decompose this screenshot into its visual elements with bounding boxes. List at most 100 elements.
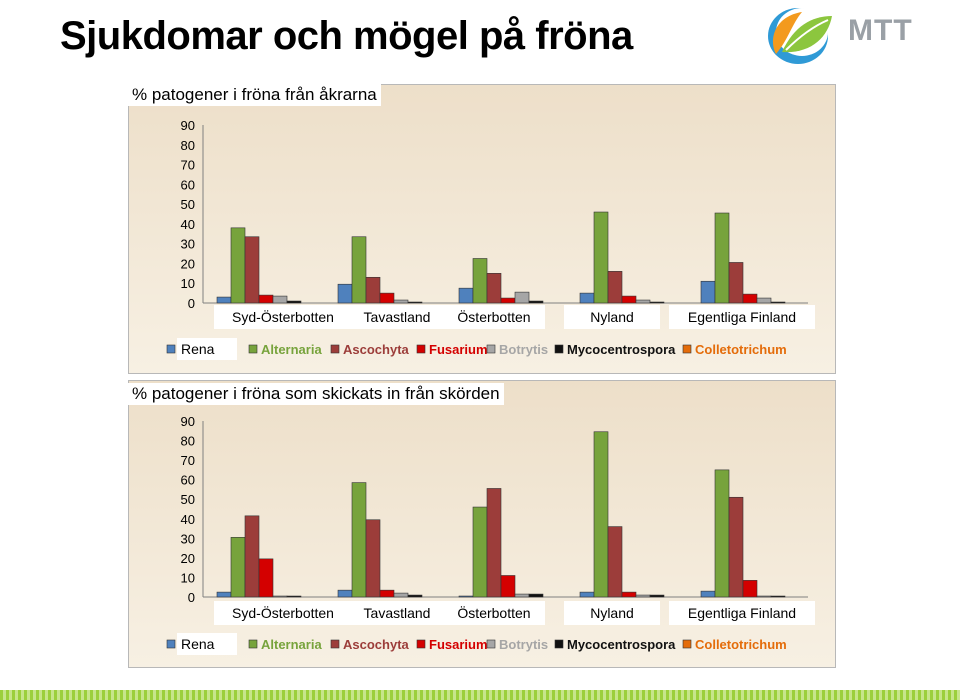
bar-fusarium [500,297,516,304]
bar-ascochyta [728,496,744,598]
legend-label: Alternaria [261,637,322,652]
bar-alternaria [593,431,609,598]
category-label: Österbotten [457,308,530,325]
category-label-box [564,305,660,329]
y-tick-label: 70 [181,158,195,173]
bar-ascochyta [244,236,260,304]
legend-box [177,338,237,360]
leaf-swoosh-icon [768,8,832,64]
category-label-box [214,305,352,329]
bar-mycocentrospora [770,301,786,304]
category-label: Syd-Österbotten [232,308,334,325]
y-tick-label: 80 [181,434,195,449]
category-label-box [214,601,352,625]
bar-fusarium [258,294,274,304]
bar-botrytis [393,299,409,304]
bar-rena [579,292,595,304]
category-label: Egentliga Finland [688,605,796,621]
bar-chart-fields: 0 10 20 30 40 50 60 70 80 90 Syd-Österbotten Tavast… [166,118,815,360]
bar-rena [216,591,232,598]
chart-title-fields: % patogener i fröna från åkrarna [128,84,381,106]
category-label-box [443,305,545,329]
legend-label: Fusarium [429,342,488,357]
legend-label: Rena [181,341,215,357]
bar-botrytis [514,593,530,598]
footer-stripe [0,690,960,700]
y-tick-label: 40 [181,512,195,527]
bar-botrytis [756,297,772,304]
bar-ascochyta [486,488,502,598]
legend-swatch [416,639,426,649]
category-label-box [338,601,456,625]
bar-ascochyta [365,276,381,304]
bar-botrytis [635,594,651,598]
category-label: Syd-Österbotten [232,604,334,621]
chart-panel-fields: 0 10 20 30 40 50 60 70 80 90 Syd-Österbotten Tavast… [128,84,836,374]
page-title: Sjukdomar och mögel på fröna [60,14,633,58]
legend-swatch [248,344,258,354]
bar-chart-harvest: 0 10 20 30 40 50 60 70 80 90 Syd-Österbotten Tavast… [166,414,815,655]
bar-rena [458,595,474,598]
bar-botrytis [756,595,772,598]
bar-fusarium [379,292,395,304]
category-label-box [564,601,660,625]
y-tick-label: 30 [181,531,195,546]
category-label: Österbotten [457,604,530,621]
bar-fusarium [621,591,637,598]
legend-swatch [166,344,176,354]
bar-ascochyta [244,515,260,598]
bar-ascochyta [607,526,623,598]
bar-rena [337,283,353,304]
legend-swatch [330,639,340,649]
bar-alternaria [472,506,488,598]
legend-label: Botrytis [499,637,548,652]
logo-text: MTT [848,14,913,47]
legend-swatch [554,639,564,649]
bar-alternaria [230,537,246,598]
legend-label: Fusarium [429,637,488,652]
y-tick-label: 20 [181,551,195,566]
y-tick-label: 60 [181,177,195,192]
bar-rena [337,589,353,598]
bar-mycocentrospora [528,300,544,304]
bar-alternaria [472,258,488,304]
bar-botrytis [635,299,651,304]
legend-swatch [486,639,496,649]
bar-mycocentrospora [407,301,423,304]
bar-alternaria [351,482,367,598]
legend-box [177,633,237,655]
legend-swatch [248,639,258,649]
bar-botrytis [272,595,288,598]
bar-alternaria [714,212,730,304]
bar-fusarium [258,558,274,598]
legend-label: Alternaria [261,342,322,357]
legend-swatch [330,344,340,354]
y-tick-label: 50 [181,197,195,212]
category-label: Egentliga Finland [688,309,796,325]
legend-swatch [166,639,176,649]
bar-mycocentrospora [770,595,786,598]
y-tick-label: 50 [181,492,195,507]
bar-ascochyta [607,271,623,304]
bar-mycocentrospora [286,300,302,304]
category-label: Tavastland [364,309,431,325]
y-tick-label: 10 [181,276,195,291]
bar-mycocentrospora [286,595,302,598]
bar-fusarium [742,293,758,304]
legend-label: Ascochyta [343,342,410,357]
bar-alternaria [714,469,730,598]
bar-botrytis [514,291,530,304]
y-tick-label: 0 [188,296,195,311]
bar-alternaria [593,211,609,304]
bar-fusarium [500,575,516,598]
y-tick-label: 40 [181,217,195,232]
bar-mycocentrospora [649,594,665,598]
bar-rena [700,590,716,598]
legend-swatch [682,344,692,354]
category-label: Nyland [590,309,634,325]
y-tick-label: 0 [188,590,195,605]
bar-botrytis [393,592,409,598]
bar-mycocentrospora [649,301,665,304]
y-tick-label: 70 [181,453,195,468]
legend-label: Colletotrichum [695,637,787,652]
